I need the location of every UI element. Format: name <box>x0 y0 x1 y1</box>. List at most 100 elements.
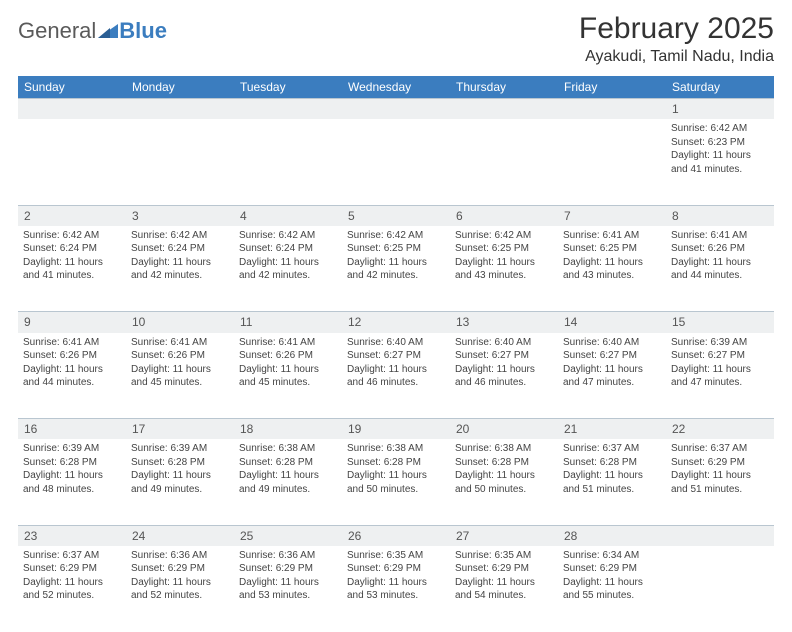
daylight-text: Daylight: 11 hours <box>23 363 121 377</box>
day-number-cell: 2 <box>18 205 126 226</box>
day-number-cell: 25 <box>234 525 342 546</box>
daylight-text: Daylight: 11 hours <box>131 469 229 483</box>
day-number-row: 232425262728 <box>18 525 774 546</box>
page-header: General Blue February 2025 Ayakudi, Tami… <box>18 12 774 66</box>
daylight-text: and 49 minutes. <box>131 483 229 497</box>
brand-part2: Blue <box>119 18 167 44</box>
daylight-text: and 49 minutes. <box>239 483 337 497</box>
day-detail-cell: Sunrise: 6:35 AMSunset: 6:29 PMDaylight:… <box>450 546 558 632</box>
day-detail-row: Sunrise: 6:37 AMSunset: 6:29 PMDaylight:… <box>18 546 774 632</box>
daylight-text: Daylight: 11 hours <box>131 363 229 377</box>
sunset-text: Sunset: 6:26 PM <box>671 242 769 256</box>
day-detail-cell: Sunrise: 6:41 AMSunset: 6:26 PMDaylight:… <box>234 333 342 419</box>
daylight-text: and 42 minutes. <box>347 269 445 283</box>
day-detail-cell: Sunrise: 6:38 AMSunset: 6:28 PMDaylight:… <box>342 439 450 525</box>
sunrise-text: Sunrise: 6:42 AM <box>131 229 229 243</box>
day-number-cell: 17 <box>126 419 234 440</box>
daylight-text: Daylight: 11 hours <box>563 576 661 590</box>
sunset-text: Sunset: 6:28 PM <box>239 456 337 470</box>
location-label: Ayakudi, Tamil Nadu, India <box>579 48 774 66</box>
daylight-text: Daylight: 11 hours <box>563 256 661 270</box>
sunset-text: Sunset: 6:26 PM <box>239 349 337 363</box>
daylight-text: Daylight: 11 hours <box>23 469 121 483</box>
sunrise-text: Sunrise: 6:37 AM <box>671 442 769 456</box>
sunset-text: Sunset: 6:27 PM <box>347 349 445 363</box>
daylight-text: and 50 minutes. <box>347 483 445 497</box>
day-number-row: 1 <box>18 99 774 120</box>
sunset-text: Sunset: 6:27 PM <box>455 349 553 363</box>
day-number-cell: 18 <box>234 419 342 440</box>
daylight-text: Daylight: 11 hours <box>455 363 553 377</box>
sunrise-text: Sunrise: 6:42 AM <box>239 229 337 243</box>
daylight-text: Daylight: 11 hours <box>131 576 229 590</box>
sunset-text: Sunset: 6:29 PM <box>563 562 661 576</box>
month-title: February 2025 <box>579 12 774 46</box>
daylight-text: and 54 minutes. <box>455 589 553 603</box>
day-detail-cell: Sunrise: 6:42 AMSunset: 6:25 PMDaylight:… <box>342 226 450 312</box>
sunset-text: Sunset: 6:23 PM <box>671 136 769 150</box>
sunset-text: Sunset: 6:28 PM <box>563 456 661 470</box>
day-detail-cell: Sunrise: 6:35 AMSunset: 6:29 PMDaylight:… <box>342 546 450 632</box>
weekday-header: Monday <box>126 76 234 99</box>
weekday-header: Tuesday <box>234 76 342 99</box>
day-detail-cell: Sunrise: 6:37 AMSunset: 6:29 PMDaylight:… <box>18 546 126 632</box>
day-number-cell: 20 <box>450 419 558 440</box>
daylight-text: Daylight: 11 hours <box>671 149 769 163</box>
daylight-text: and 45 minutes. <box>131 376 229 390</box>
daylight-text: and 46 minutes. <box>347 376 445 390</box>
day-detail-cell: Sunrise: 6:37 AMSunset: 6:29 PMDaylight:… <box>666 439 774 525</box>
day-detail-cell: Sunrise: 6:42 AMSunset: 6:24 PMDaylight:… <box>126 226 234 312</box>
weekday-header: Thursday <box>450 76 558 99</box>
sunrise-text: Sunrise: 6:37 AM <box>23 549 121 563</box>
calendar-table: SundayMondayTuesdayWednesdayThursdayFrid… <box>18 76 774 632</box>
day-detail-cell: Sunrise: 6:40 AMSunset: 6:27 PMDaylight:… <box>558 333 666 419</box>
day-number-cell: 7 <box>558 205 666 226</box>
daylight-text: and 51 minutes. <box>563 483 661 497</box>
sunrise-text: Sunrise: 6:39 AM <box>671 336 769 350</box>
daylight-text: Daylight: 11 hours <box>671 469 769 483</box>
day-detail-cell: Sunrise: 6:42 AMSunset: 6:25 PMDaylight:… <box>450 226 558 312</box>
daylight-text: Daylight: 11 hours <box>347 576 445 590</box>
day-detail-cell <box>450 119 558 205</box>
daylight-text: and 46 minutes. <box>455 376 553 390</box>
sunset-text: Sunset: 6:29 PM <box>239 562 337 576</box>
sunrise-text: Sunrise: 6:42 AM <box>671 122 769 136</box>
daylight-text: Daylight: 11 hours <box>455 576 553 590</box>
day-number-cell: 13 <box>450 312 558 333</box>
brand-part1: General <box>18 18 96 44</box>
day-number-cell: 26 <box>342 525 450 546</box>
day-number-cell: 27 <box>450 525 558 546</box>
daylight-text: and 52 minutes. <box>131 589 229 603</box>
sunset-text: Sunset: 6:26 PM <box>23 349 121 363</box>
day-number-cell: 14 <box>558 312 666 333</box>
day-number-cell: 19 <box>342 419 450 440</box>
daylight-text: Daylight: 11 hours <box>347 363 445 377</box>
day-detail-cell <box>666 546 774 632</box>
day-number-cell: 8 <box>666 205 774 226</box>
daylight-text: Daylight: 11 hours <box>239 576 337 590</box>
sunset-text: Sunset: 6:28 PM <box>347 456 445 470</box>
daylight-text: and 47 minutes. <box>563 376 661 390</box>
day-detail-cell <box>342 119 450 205</box>
day-number-cell: 22 <box>666 419 774 440</box>
day-number-cell: 9 <box>18 312 126 333</box>
sunrise-text: Sunrise: 6:35 AM <box>347 549 445 563</box>
day-detail-cell: Sunrise: 6:42 AMSunset: 6:24 PMDaylight:… <box>18 226 126 312</box>
daylight-text: and 43 minutes. <box>455 269 553 283</box>
weekday-header-row: SundayMondayTuesdayWednesdayThursdayFrid… <box>18 76 774 99</box>
sunset-text: Sunset: 6:29 PM <box>23 562 121 576</box>
sunset-text: Sunset: 6:25 PM <box>563 242 661 256</box>
day-detail-cell: Sunrise: 6:41 AMSunset: 6:26 PMDaylight:… <box>666 226 774 312</box>
day-detail-cell: Sunrise: 6:41 AMSunset: 6:25 PMDaylight:… <box>558 226 666 312</box>
sunrise-text: Sunrise: 6:41 AM <box>563 229 661 243</box>
day-detail-row: Sunrise: 6:42 AMSunset: 6:24 PMDaylight:… <box>18 226 774 312</box>
title-block: February 2025 Ayakudi, Tamil Nadu, India <box>579 12 774 66</box>
day-detail-cell: Sunrise: 6:41 AMSunset: 6:26 PMDaylight:… <box>126 333 234 419</box>
day-number-cell: 23 <box>18 525 126 546</box>
daylight-text: and 52 minutes. <box>23 589 121 603</box>
sunrise-text: Sunrise: 6:38 AM <box>455 442 553 456</box>
weekday-header: Sunday <box>18 76 126 99</box>
daylight-text: Daylight: 11 hours <box>347 469 445 483</box>
sunrise-text: Sunrise: 6:36 AM <box>239 549 337 563</box>
day-detail-cell: Sunrise: 6:36 AMSunset: 6:29 PMDaylight:… <box>126 546 234 632</box>
